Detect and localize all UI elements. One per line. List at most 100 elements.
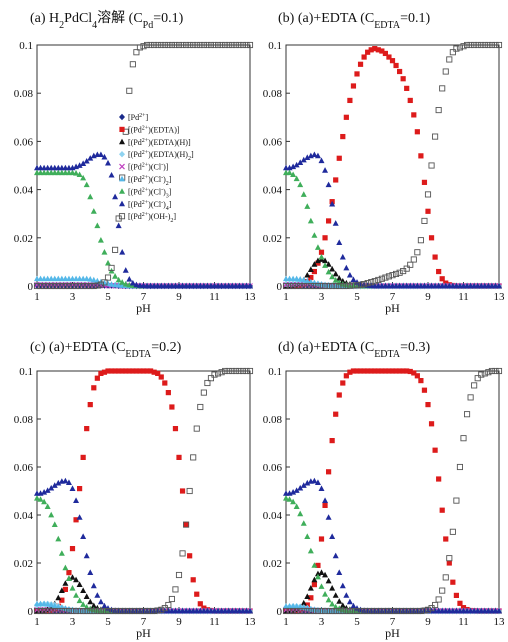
data-point bbox=[339, 607, 346, 615]
data-point bbox=[76, 282, 83, 290]
legend-entry-label: [(Pd2+)(EDTA)] bbox=[128, 125, 180, 134]
data-point bbox=[325, 268, 332, 275]
data-point bbox=[105, 368, 111, 374]
data-point bbox=[155, 370, 161, 376]
data-point bbox=[179, 488, 186, 494]
data-point bbox=[428, 235, 435, 241]
data-point bbox=[73, 170, 80, 176]
data-point bbox=[322, 235, 328, 241]
data-point bbox=[41, 282, 48, 290]
data-point bbox=[346, 598, 353, 605]
series bbox=[283, 495, 502, 614]
data-point bbox=[62, 607, 69, 615]
data-point bbox=[51, 607, 58, 615]
data-point bbox=[425, 208, 431, 214]
data-point bbox=[339, 606, 346, 613]
data-point bbox=[33, 607, 41, 615]
data-point bbox=[418, 378, 424, 384]
data-point bbox=[333, 177, 339, 183]
data-point bbox=[353, 607, 361, 615]
data-point bbox=[104, 607, 112, 615]
data-point bbox=[90, 606, 97, 613]
data-point bbox=[371, 607, 378, 615]
data-point bbox=[183, 41, 190, 49]
legend-marker bbox=[119, 126, 125, 132]
title-part: )(Cl bbox=[148, 200, 162, 209]
data-point bbox=[421, 387, 428, 393]
title-part: )(EDTA)(H) bbox=[148, 150, 188, 159]
data-point bbox=[158, 374, 164, 380]
data-point bbox=[307, 266, 314, 273]
data-point bbox=[94, 592, 101, 598]
series bbox=[283, 46, 502, 289]
x-tick-label: 5 bbox=[105, 616, 111, 628]
data-point bbox=[318, 569, 325, 575]
data-point bbox=[293, 503, 300, 509]
data-point bbox=[364, 607, 371, 615]
data-point bbox=[172, 426, 179, 432]
data-point bbox=[336, 282, 343, 290]
data-point bbox=[83, 275, 90, 282]
data-point bbox=[97, 151, 104, 158]
x-tick-label: 1 bbox=[283, 291, 289, 303]
data-point bbox=[65, 282, 72, 290]
data-point bbox=[66, 570, 72, 576]
data-point bbox=[101, 607, 108, 615]
data-point bbox=[286, 169, 293, 176]
y-tick-label: 0.06 bbox=[14, 462, 34, 474]
data-point bbox=[436, 476, 442, 482]
data-point bbox=[176, 454, 182, 460]
data-point bbox=[90, 282, 97, 290]
title-part: =0.2) bbox=[151, 340, 181, 355]
data-point bbox=[65, 575, 72, 581]
data-point bbox=[435, 596, 442, 603]
data-point bbox=[400, 368, 406, 374]
data-point bbox=[222, 367, 229, 375]
title-part: 溶解 (C bbox=[97, 10, 143, 26]
data-point bbox=[186, 41, 193, 49]
data-point bbox=[83, 282, 90, 290]
data-point bbox=[350, 282, 357, 289]
data-point bbox=[140, 607, 147, 615]
title-part: EDTA bbox=[374, 349, 401, 360]
legend-marker bbox=[119, 163, 125, 170]
data-point bbox=[329, 600, 336, 607]
data-point bbox=[69, 585, 76, 591]
data-point bbox=[325, 577, 332, 584]
x-tick-label: 9 bbox=[176, 291, 182, 303]
panel-title: (c) (a)+EDTA (CEDTA=0.2) bbox=[30, 340, 182, 360]
data-point bbox=[424, 191, 432, 198]
data-point bbox=[332, 552, 339, 559]
data-point bbox=[165, 390, 171, 396]
data-point bbox=[282, 607, 290, 615]
title-part: - bbox=[161, 187, 163, 193]
data-point bbox=[58, 604, 65, 611]
data-point bbox=[87, 569, 94, 575]
data-point bbox=[300, 276, 307, 283]
series bbox=[33, 367, 254, 615]
x-tick-label: 9 bbox=[425, 291, 431, 303]
data-point bbox=[183, 521, 190, 528]
data-point bbox=[225, 41, 232, 49]
data-point bbox=[286, 607, 293, 615]
data-point bbox=[69, 169, 76, 176]
title-part: =0.1) bbox=[153, 11, 183, 26]
data-point bbox=[129, 607, 136, 615]
data-point bbox=[105, 159, 111, 166]
data-point bbox=[314, 607, 322, 615]
data-point bbox=[98, 370, 104, 376]
title-part: 2 bbox=[188, 156, 191, 162]
legend-marker bbox=[119, 200, 125, 207]
data-point bbox=[439, 507, 445, 513]
data-point bbox=[297, 181, 304, 188]
data-point bbox=[311, 582, 317, 588]
data-point bbox=[48, 511, 55, 518]
legend-entry-label: [(Pd2+)(Cl-)3] bbox=[128, 187, 172, 199]
data-point bbox=[307, 547, 314, 554]
data-point bbox=[350, 83, 357, 89]
data-point bbox=[246, 367, 254, 375]
data-point bbox=[84, 426, 90, 432]
x-tick-label: 5 bbox=[354, 291, 360, 303]
data-point bbox=[55, 603, 62, 610]
